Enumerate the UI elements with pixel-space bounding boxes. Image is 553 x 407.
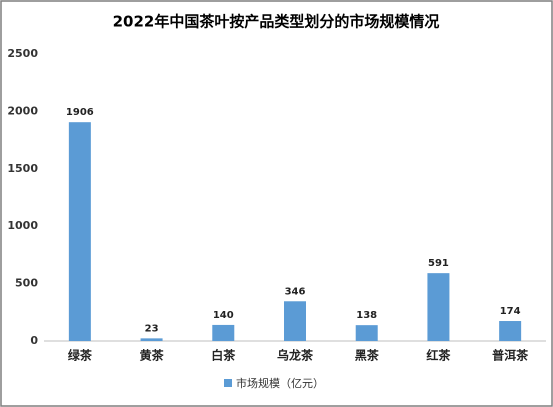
- x-tick-label: 普洱茶: [492, 348, 529, 363]
- value-label: 1906: [66, 107, 94, 118]
- bar: [427, 273, 450, 341]
- bar: [140, 338, 163, 341]
- y-tick-label: 1500: [7, 162, 38, 175]
- y-tick-label: 2500: [7, 47, 38, 60]
- x-tick-label: 乌龙茶: [277, 348, 314, 363]
- bar: [68, 122, 91, 342]
- value-label: 23: [145, 323, 159, 334]
- value-label: 174: [500, 306, 521, 317]
- bar: [355, 325, 378, 341]
- bar: [212, 324, 235, 341]
- legend-label: 市场规模（亿元）: [236, 376, 324, 390]
- y-tick-label: 1000: [7, 219, 38, 232]
- x-tick-label: 红茶: [426, 348, 451, 363]
- x-tick-label: 绿茶: [68, 348, 93, 363]
- value-label: 346: [285, 286, 306, 297]
- value-label: 138: [356, 310, 377, 321]
- x-tick-label: 黑茶: [355, 348, 380, 363]
- value-label: 591: [428, 258, 449, 269]
- bar: [499, 321, 522, 341]
- x-tick-label: 黄茶: [140, 348, 165, 363]
- y-tick-label: 500: [15, 277, 38, 290]
- y-tick-label: 0: [30, 334, 38, 347]
- x-tick-label: 白茶: [211, 348, 236, 363]
- bar: [284, 301, 306, 341]
- value-label: 140: [213, 310, 234, 321]
- legend-swatch: [224, 379, 232, 387]
- y-tick-label: 2000: [7, 104, 38, 117]
- chart-title: 2022年中国茶叶按产品类型划分的市场规模情况: [113, 13, 440, 31]
